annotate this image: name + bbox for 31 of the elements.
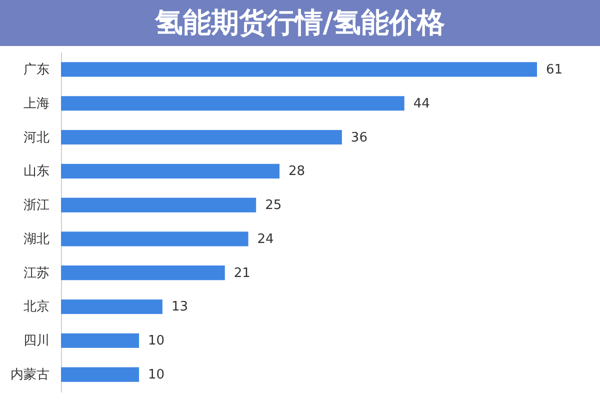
bar [61, 164, 280, 178]
y-tick-label: 北京 [24, 300, 50, 315]
data-label: 28 [288, 164, 306, 180]
bar [61, 198, 256, 212]
data-label: 13 [171, 300, 188, 315]
bar [61, 367, 140, 382]
chart-title: 氢能期货行情/氢能价格 [154, 5, 446, 41]
y-tick-label: 内蒙古 [10, 368, 50, 383]
y-tick-label: 山东 [24, 164, 50, 180]
data-label: 10 [148, 334, 165, 349]
y-tick-label: 上海 [24, 96, 50, 112]
bar [61, 96, 404, 111]
data-label: 61 [546, 62, 563, 78]
y-tick-label: 广东 [24, 62, 50, 78]
y-tick-label: 江苏 [24, 266, 50, 281]
bar [61, 299, 162, 314]
data-label: 44 [413, 96, 430, 112]
y-tick-label: 四川 [24, 334, 50, 349]
y-tick-label: 湖北 [24, 232, 50, 247]
data-label: 25 [265, 198, 282, 214]
y-tick-label: 浙江 [24, 198, 50, 214]
y-tick-label: 河北 [24, 130, 50, 146]
data-label: 36 [350, 130, 368, 146]
bar [61, 62, 537, 77]
data-label: 21 [234, 266, 250, 281]
data-label: 10 [148, 368, 165, 383]
bar [61, 232, 248, 246]
bar [61, 333, 140, 348]
bar [61, 130, 342, 145]
bar [61, 266, 225, 280]
data-label: 24 [257, 232, 274, 247]
